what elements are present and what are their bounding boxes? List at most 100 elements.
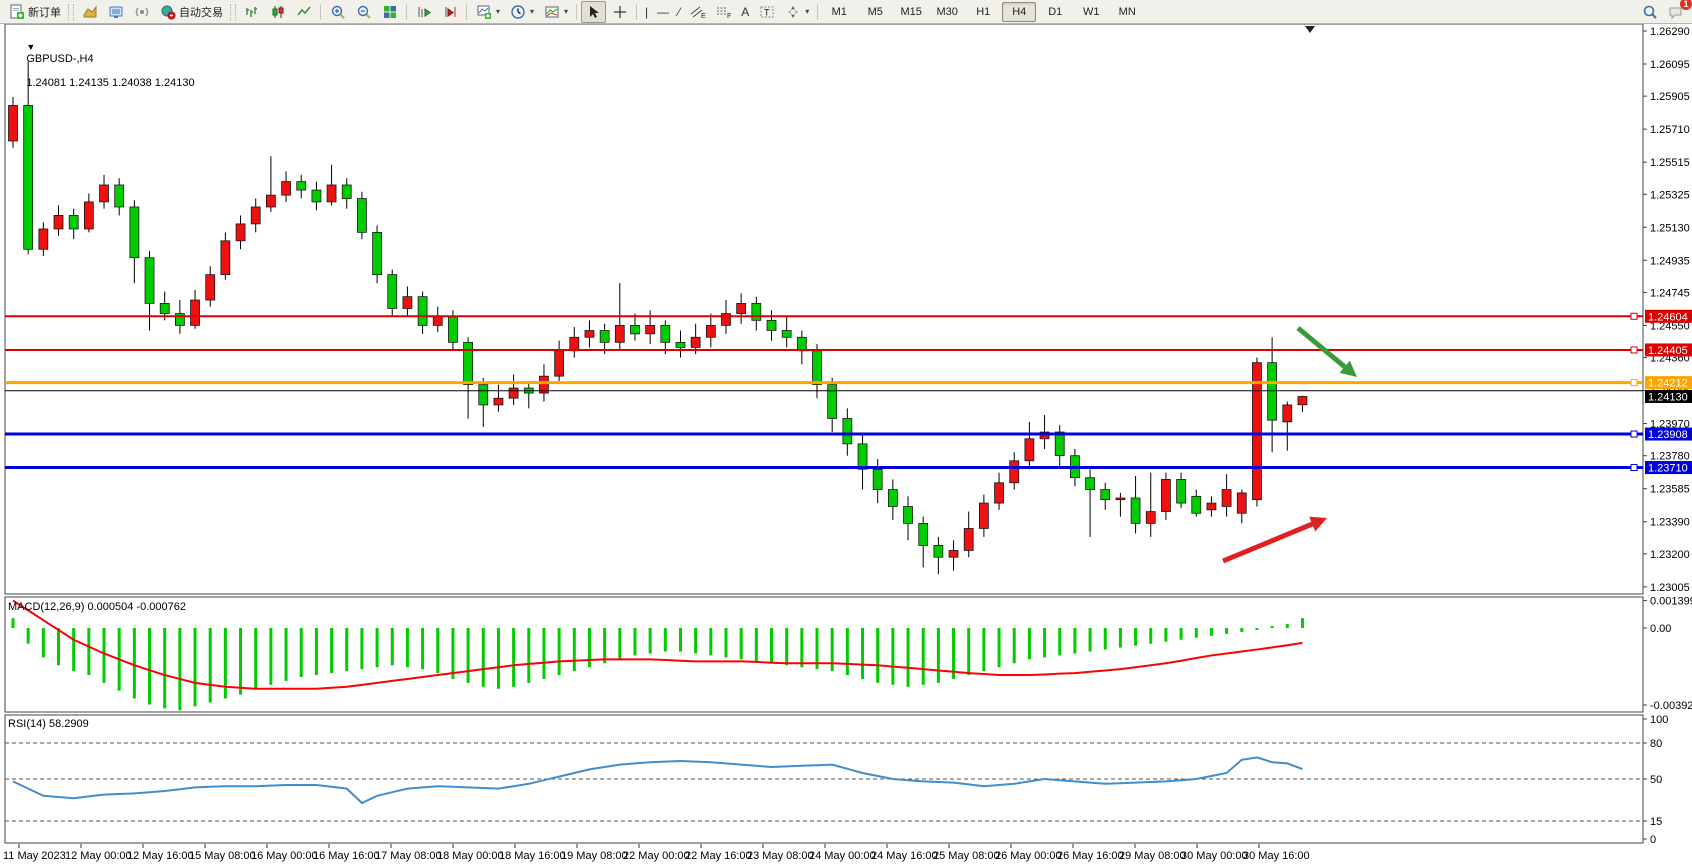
hline-endpoint-marker[interactable] bbox=[1630, 464, 1638, 472]
time-axis-label[interactable]: 17 May 08:00 bbox=[375, 850, 442, 862]
fibonacci-button[interactable]: F bbox=[711, 1, 736, 23]
search-icon bbox=[1641, 3, 1658, 20]
indicators-button[interactable]: ▾ bbox=[471, 1, 504, 23]
hline-endpoint-marker[interactable] bbox=[1630, 346, 1638, 354]
periods-dropdown-caret[interactable]: ▾ bbox=[530, 7, 535, 16]
up-trend-arrow[interactable] bbox=[1222, 521, 1314, 564]
time-axis-label[interactable]: 18 May 16:00 bbox=[499, 850, 566, 862]
price-tick-label: 1.23005 bbox=[1650, 582, 1690, 594]
tile-windows-button[interactable] bbox=[377, 1, 402, 23]
time-axis-label[interactable]: 11 May 2023 bbox=[3, 850, 66, 862]
hline-endpoint-marker[interactable] bbox=[1630, 312, 1638, 320]
chart-shift-marker-icon[interactable] bbox=[1305, 26, 1315, 33]
timeframe-m15-button[interactable]: M15 bbox=[900, 5, 922, 18]
candle-body bbox=[1054, 431, 1065, 457]
periods-icon bbox=[509, 3, 526, 20]
time-axis-label[interactable]: 19 May 08:00 bbox=[561, 850, 628, 862]
candle-body bbox=[1145, 511, 1156, 524]
crosshair-button[interactable] bbox=[607, 1, 632, 23]
time-axis-label[interactable]: 12 May 16:00 bbox=[127, 850, 194, 862]
indicators-dropdown-caret[interactable]: ▾ bbox=[496, 7, 501, 16]
timeframe-d1-button[interactable]: D1 bbox=[1048, 5, 1063, 18]
candle-body bbox=[842, 418, 853, 445]
new-order-label: 新订单 bbox=[28, 6, 61, 19]
time-axis-label[interactable]: 22 May 00:00 bbox=[623, 850, 690, 862]
time-axis-label[interactable]: 16 May 00:00 bbox=[251, 850, 318, 862]
time-axis-label[interactable]: 23 May 08:00 bbox=[747, 850, 814, 862]
search-button[interactable] bbox=[1637, 1, 1662, 23]
templates-button[interactable]: ▾ bbox=[539, 1, 572, 23]
bar-chart-button[interactable] bbox=[239, 1, 264, 23]
time-axis-label[interactable]: 22 May 16:00 bbox=[685, 850, 752, 862]
time-axis-label[interactable]: 12 May 00:00 bbox=[65, 850, 132, 862]
time-axis-label[interactable]: 24 May 16:00 bbox=[871, 850, 938, 862]
timeframe-m1-button[interactable]: M1 bbox=[831, 5, 847, 18]
time-axis-label[interactable]: 29 May 08:00 bbox=[1119, 850, 1186, 862]
chart-window: 1.26290 1.26095 1.25905 1.25710 1.25515 1.253… bbox=[0, 23, 1692, 864]
timeframe-m30-button[interactable]: M30 bbox=[936, 5, 958, 18]
new-order-button[interactable]: 新订单 bbox=[4, 1, 65, 23]
chart-shift-button[interactable] bbox=[437, 1, 462, 23]
line-chart-button[interactable] bbox=[291, 1, 316, 23]
time-axis-label[interactable]: 30 May 16:00 bbox=[1243, 850, 1310, 862]
candle-body bbox=[159, 303, 170, 314]
price-tick-label: 1.23390 bbox=[1650, 517, 1690, 529]
hline-endpoint-marker[interactable] bbox=[1630, 430, 1638, 438]
signal-icon bbox=[133, 3, 150, 20]
candle-body bbox=[1024, 438, 1035, 462]
templates-icon bbox=[543, 3, 560, 20]
text-button[interactable]: A bbox=[737, 1, 753, 23]
timeframe-h1-button[interactable]: H1 bbox=[976, 5, 991, 18]
time-axis-label[interactable]: 24 May 00:00 bbox=[809, 850, 876, 862]
macd-indicator-header: MACD(12,26,9) 0.000504 -0.000762 bbox=[8, 601, 186, 613]
templates-dropdown-caret[interactable]: ▾ bbox=[564, 7, 569, 16]
time-axis-label[interactable]: 25 May 08:00 bbox=[933, 850, 1000, 862]
auto-trading-button[interactable]: 自动交易 bbox=[155, 1, 227, 23]
timeframe-mn-button[interactable]: MN bbox=[1118, 5, 1136, 18]
auto-scroll-button[interactable] bbox=[411, 1, 436, 23]
channel-button[interactable]: E bbox=[685, 1, 710, 23]
up-trend-arrow-head[interactable] bbox=[1309, 516, 1327, 532]
hline-price-label-bg bbox=[1645, 461, 1692, 475]
shapes-button[interactable]: ▾ bbox=[780, 1, 813, 23]
time-axis-label[interactable]: 26 May 00:00 bbox=[995, 850, 1062, 862]
time-axis-label[interactable]: 15 May 08:00 bbox=[189, 850, 256, 862]
notifications-button[interactable]: 1 bbox=[1663, 0, 1692, 23]
chart-canvas[interactable]: 1.26290 1.26095 1.25905 1.25710 1.25515 1.253… bbox=[0, 23, 1692, 864]
down-trend-arrow[interactable] bbox=[1296, 326, 1347, 369]
auto-trading-label: 自动交易 bbox=[179, 6, 223, 19]
timeframe-h4-button[interactable]: H4 bbox=[1002, 1, 1037, 22]
horizontal-line-button[interactable]: — bbox=[653, 1, 673, 23]
vertical-line-button[interactable]: | bbox=[641, 1, 652, 23]
text-icon: A bbox=[741, 4, 750, 19]
time-axis-label[interactable]: 18 May 00:00 bbox=[437, 850, 504, 862]
zoom-in-button[interactable] bbox=[325, 1, 350, 23]
candle-body bbox=[1221, 489, 1232, 507]
zoom-out-button[interactable] bbox=[351, 1, 376, 23]
cursor-button[interactable] bbox=[581, 0, 607, 23]
candle-body bbox=[402, 296, 413, 309]
text-label-button[interactable]: T bbox=[754, 1, 779, 23]
market-watch-button[interactable] bbox=[77, 1, 102, 23]
notifications-icon bbox=[1667, 3, 1684, 20]
down-trend-arrow-head[interactable] bbox=[1339, 360, 1357, 377]
signal-button[interactable] bbox=[129, 1, 154, 23]
hline-endpoint-marker[interactable] bbox=[1630, 379, 1638, 387]
candle-body bbox=[630, 325, 640, 335]
shapes-dropdown-caret[interactable]: ▾ bbox=[805, 7, 810, 16]
time-axis-label[interactable]: 26 May 16:00 bbox=[1057, 850, 1124, 862]
navigator-button[interactable] bbox=[103, 1, 128, 23]
rsi-indicator-header: RSI(14) 58.2909 bbox=[8, 718, 89, 730]
timeframe-w1-button[interactable]: W1 bbox=[1082, 5, 1100, 18]
time-axis-label[interactable]: 30 May 00:00 bbox=[1181, 850, 1248, 862]
candle-body bbox=[963, 528, 974, 551]
periods-button[interactable]: ▾ bbox=[505, 1, 538, 23]
time-axis-label[interactable]: 16 May 16:00 bbox=[313, 850, 380, 862]
candlestick-chart-button[interactable] bbox=[265, 1, 290, 23]
candle-body bbox=[979, 502, 989, 529]
timeframe-m5-button[interactable]: M5 bbox=[867, 5, 883, 18]
one-click-trading-arrow-icon[interactable]: ▼ bbox=[26, 42, 36, 52]
trendline-button[interactable]: ⁄ bbox=[674, 1, 684, 23]
candle-body bbox=[705, 325, 716, 338]
hline-price-label-bg bbox=[1645, 376, 1692, 390]
